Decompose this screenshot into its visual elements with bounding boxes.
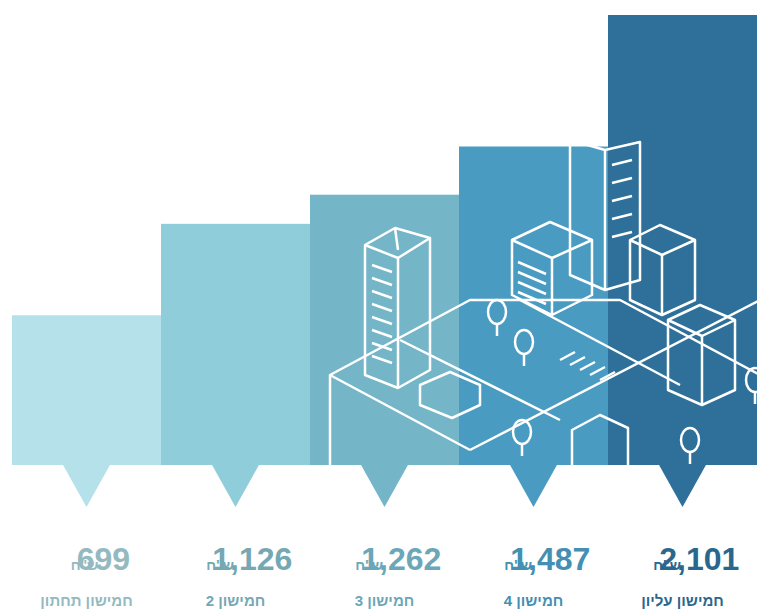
street-line bbox=[552, 240, 592, 258]
street-line bbox=[701, 336, 704, 405]
street-line bbox=[512, 240, 552, 258]
tree bbox=[488, 300, 506, 324]
building bbox=[668, 305, 735, 405]
street-line bbox=[372, 291, 392, 298]
unit-label: ש"ח bbox=[504, 557, 532, 573]
bar bbox=[161, 224, 310, 465]
building bbox=[420, 372, 480, 418]
street-line bbox=[661, 255, 664, 315]
value-label-group: 1,487ש"ח bbox=[504, 541, 590, 577]
building bbox=[630, 225, 695, 315]
street-line bbox=[580, 362, 595, 370]
street-line bbox=[662, 240, 695, 255]
pointer bbox=[361, 464, 409, 507]
building bbox=[365, 228, 430, 388]
category-label: חמישון 4 bbox=[504, 592, 564, 609]
street-line bbox=[521, 444, 524, 456]
street-line bbox=[754, 392, 757, 404]
street-line bbox=[689, 452, 692, 464]
building bbox=[512, 222, 592, 315]
category-label: חמישון 2 bbox=[206, 592, 266, 609]
street-line bbox=[372, 317, 392, 324]
street-line bbox=[518, 282, 546, 294]
street-line bbox=[612, 160, 632, 165]
street-line bbox=[612, 178, 632, 183]
street-line bbox=[518, 262, 546, 274]
labels: 699ש"ח חמישון תחתון 1,126ש"ח חמישון 2 1,262ש… bbox=[40, 541, 739, 609]
street-line bbox=[365, 245, 398, 258]
street-line bbox=[496, 324, 499, 336]
value-label-group: 699ש"ח bbox=[71, 541, 130, 577]
bars bbox=[12, 15, 757, 465]
tree bbox=[746, 368, 757, 392]
tree bbox=[515, 330, 533, 354]
street-line bbox=[551, 258, 554, 315]
street-line bbox=[590, 367, 605, 375]
bar bbox=[608, 15, 757, 465]
pointer bbox=[659, 464, 707, 507]
bar bbox=[12, 315, 161, 465]
street-line bbox=[400, 340, 560, 420]
street-line bbox=[523, 354, 526, 366]
pointer bbox=[510, 464, 558, 507]
value-label-group: 1,262ש"ח bbox=[355, 541, 441, 577]
street-line bbox=[470, 300, 757, 450]
street-line bbox=[398, 238, 430, 258]
street-line bbox=[600, 372, 615, 380]
chart: 699ש"ח חמישון תחתון 1,126ש"ח חמישון 2 1,262ש… bbox=[0, 0, 763, 616]
street-line bbox=[372, 278, 392, 285]
street-line bbox=[372, 356, 392, 363]
street-line bbox=[668, 320, 702, 336]
street-line bbox=[518, 272, 546, 284]
street-line bbox=[372, 265, 392, 272]
street-line bbox=[372, 330, 392, 337]
street-line bbox=[630, 240, 662, 255]
street-line bbox=[560, 352, 575, 360]
street-line bbox=[612, 196, 632, 201]
value-label-group: 2,101ש"ח bbox=[653, 541, 739, 577]
bar bbox=[310, 195, 459, 465]
category-label: חמישון עליון bbox=[641, 592, 724, 609]
pointer bbox=[212, 464, 260, 507]
building bbox=[572, 415, 628, 465]
street-line bbox=[702, 320, 735, 336]
tree bbox=[681, 428, 699, 452]
street-line bbox=[397, 258, 400, 388]
street-line bbox=[395, 228, 398, 250]
city-illustration bbox=[330, 140, 757, 465]
street-line bbox=[612, 232, 632, 237]
building bbox=[330, 300, 757, 465]
unit-label: ש"ח bbox=[71, 557, 99, 573]
unit-label: ש"ח bbox=[355, 557, 383, 573]
pointers bbox=[63, 464, 707, 507]
street-line bbox=[612, 214, 632, 219]
street-line bbox=[372, 304, 392, 311]
tree bbox=[513, 420, 531, 444]
value-label-group: 1,126ש"ח bbox=[206, 541, 292, 577]
street-line bbox=[570, 357, 585, 365]
street-line bbox=[604, 150, 607, 290]
unit-label: ש"ח bbox=[653, 557, 681, 573]
unit-label: ש"ח bbox=[206, 557, 234, 573]
category-label: חמישון 3 bbox=[355, 592, 415, 609]
category-label: חמישון תחתון bbox=[40, 592, 132, 609]
street-line bbox=[372, 343, 392, 350]
street-line bbox=[518, 292, 546, 304]
pointer bbox=[63, 464, 111, 507]
